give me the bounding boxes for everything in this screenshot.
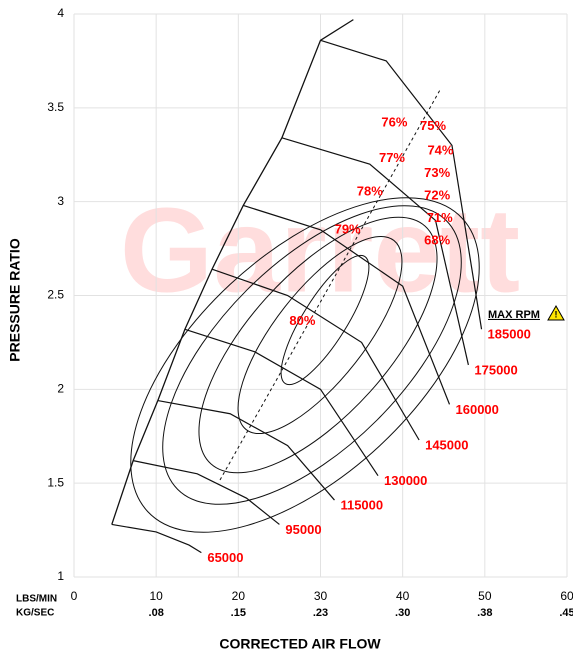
speed-label: 175000 <box>474 362 517 377</box>
x-tick-label: 60 <box>560 589 573 603</box>
x2-unit-label: KG/SEC <box>16 608 54 619</box>
plot-area: 11.522.533.540 10 20 30 40 50 60.08.15.23.30.3… <box>47 6 573 619</box>
efficiency-label: 78% <box>357 184 383 199</box>
y-tick-label: 1.5 <box>47 475 64 489</box>
speed-label: 115000 <box>340 497 383 512</box>
efficiency-label: 77% <box>379 150 405 165</box>
x-tick-label: 40 <box>396 589 410 603</box>
speed-line <box>184 328 379 476</box>
speed-label: 145000 <box>425 437 468 452</box>
efficiency-label: 72% <box>424 187 450 202</box>
x2-tick-label: .08 <box>149 607 164 619</box>
max-rpm-label: MAX RPM <box>488 309 540 321</box>
x-tick-label: 0 <box>71 589 78 603</box>
efficiency-label: 76% <box>381 114 407 129</box>
x2-tick-label: .38 <box>477 607 492 619</box>
efficiency-label: 74% <box>427 142 453 157</box>
y-tick-label: 4 <box>57 6 64 20</box>
efficiency-label: 68% <box>424 233 450 248</box>
speed-label: 130000 <box>384 473 427 488</box>
y-tick-label: 2.5 <box>47 288 64 302</box>
x2-tick-label: .45 <box>559 607 573 619</box>
speed-label: 65000 <box>207 550 243 565</box>
speed-label: 185000 <box>488 327 531 342</box>
y-tick-label: 3 <box>57 194 64 208</box>
speed-label: 160000 <box>456 402 499 417</box>
svg-text:!: ! <box>555 309 558 319</box>
efficiency-islands <box>130 89 480 533</box>
speed-line <box>211 268 420 441</box>
efficiency-label: 79% <box>335 221 361 236</box>
x2-tick-label: .23 <box>313 607 328 619</box>
x-axis-title: CORRECTED AIR FLOW <box>219 636 381 652</box>
x-tick-label: 20 <box>232 589 246 603</box>
warning-icon: ! <box>547 304 565 321</box>
x-tick-label: 50 <box>478 589 492 603</box>
speed-line <box>320 39 483 330</box>
x-unit-label: LBS/MIN <box>16 594 57 605</box>
efficiency-label: 71% <box>427 210 453 225</box>
y-tick-label: 2 <box>57 382 64 396</box>
efficiency-label: 73% <box>424 165 450 180</box>
x2-tick-label: .15 <box>231 607 246 619</box>
x-tick-label: 30 <box>314 589 328 603</box>
speed-line <box>111 523 202 554</box>
efficiency-label: 75% <box>420 118 446 133</box>
x2-tick-label: .30 <box>395 607 410 619</box>
speed-label: 95000 <box>285 522 321 537</box>
y-axis-title: PRESSURE RATIO <box>7 238 23 362</box>
efficiency-label: 80% <box>289 313 315 328</box>
x-tick-label: 10 <box>149 589 163 603</box>
y-tick-label: 1 <box>57 569 64 583</box>
speed-line <box>157 400 335 501</box>
y-tick-label: 3.5 <box>47 100 64 114</box>
speed-line <box>281 137 469 366</box>
speed-line <box>243 204 451 405</box>
